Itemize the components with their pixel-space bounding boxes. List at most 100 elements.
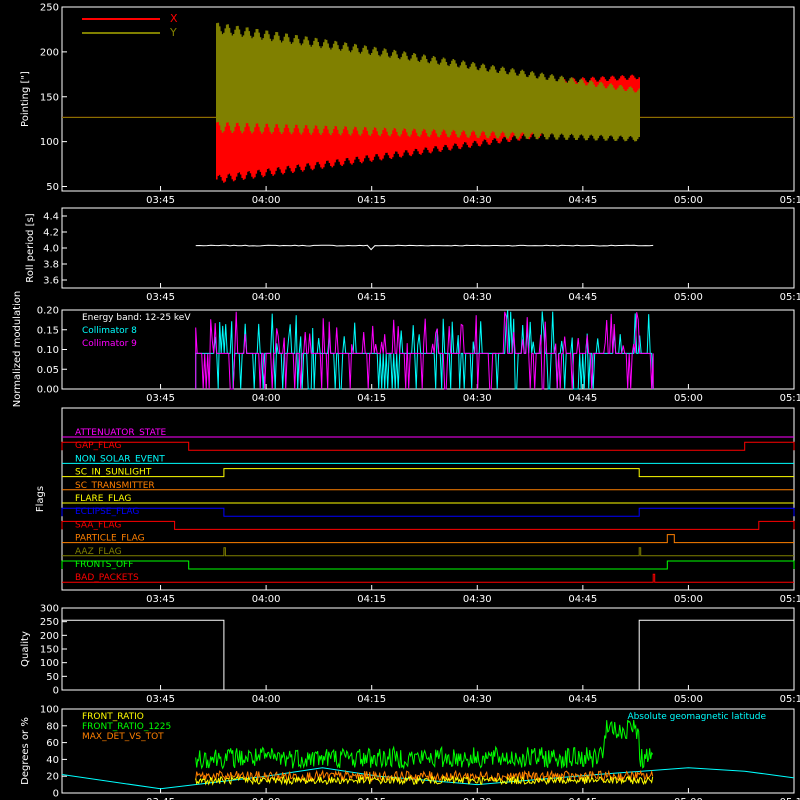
quality-yticks: 0 50 100 150 200 250 300 (40, 604, 67, 697)
ratios-yticks: 0 20 40 60 80 100 (40, 705, 67, 800)
x-tick-label: 04:30 (463, 797, 492, 800)
modulation-energy-band: Energy band: 12-25 keV (82, 313, 191, 323)
flag-label-sc_transmitter: SC_TRANSMITTER (75, 481, 155, 491)
panel-modulation: Normalized modulation 0.000.050.100.150.… (12, 291, 800, 408)
flag-line-bad_packets (62, 573, 794, 583)
x-tick-label: 04:30 (463, 594, 492, 605)
y-tick-label: 4.2 (43, 228, 59, 239)
x-tick-label: 05:15 (780, 393, 800, 404)
ratios-legend-front-ratio-1225: FRONT_RATIO_1225 (82, 722, 171, 732)
x-tick-label: 04:00 (252, 797, 281, 800)
flag-label-attenuator_state: ATTENUATOR_STATE (75, 428, 167, 438)
flag-line-particle_flag (62, 534, 794, 544)
flag-label-sc_in_sunlight: SC_IN_SUNLIGHT (75, 468, 152, 478)
y-tick-label: 150 (40, 92, 59, 103)
ratios-legend-max-det: MAX_DET_VS_TOT (82, 732, 164, 742)
x-tick-label: 04:30 (463, 292, 492, 303)
ratios-series (61, 719, 795, 790)
ratio-series-1 (195, 719, 654, 770)
y-tick-label: 50 (46, 672, 59, 683)
y-tick-label: 0.15 (37, 325, 59, 336)
modulation-series-1 (195, 311, 654, 390)
y-tick-label: 0.20 (37, 306, 59, 317)
flag-line-fronts_off (61, 560, 795, 570)
pointing-series (62, 22, 794, 183)
y-tick-label: 250 (40, 3, 59, 14)
flag-label-particle_flag: PARTICLE_FLAG (75, 534, 145, 544)
x-tick-label: 04:45 (568, 393, 597, 404)
ratio-series-0 (195, 774, 654, 786)
x-tick-label: 05:15 (780, 797, 800, 800)
y-tick-label: 80 (46, 721, 59, 732)
y-tick-label: 0.10 (37, 345, 59, 356)
x-tick-label: 03:45 (146, 393, 175, 404)
x-tick-label: 03:45 (146, 195, 175, 206)
x-tick-label: 04:45 (568, 694, 597, 705)
x-tick-label: 04:30 (463, 195, 492, 206)
legend-label-x: X (170, 12, 178, 25)
y-tick-label: 150 (40, 645, 59, 656)
x-tick-label: 04:00 (252, 292, 281, 303)
panel-roll: Roll period [s] 3.6 3.8 4.0 4.2 4.4 03:45 04:… (25, 207, 800, 303)
y-tick-label: 0 (53, 686, 59, 697)
pointing-frame (61, 6, 795, 192)
quality-ylabel: Quality (20, 631, 31, 667)
flag-label-bad_packets: BAD_PACKETS (75, 573, 139, 583)
pointing-ylabel: Pointing ["] (20, 71, 31, 127)
flag-label-fronts_off: FRONTS_OFF (75, 560, 133, 570)
x-tick-label: 04:45 (568, 594, 597, 605)
x-tick-label: 04:00 (252, 694, 281, 705)
roll-yticks: 3.6 3.8 4.0 4.2 4.4 (43, 212, 67, 287)
x-tick-label: 04:00 (252, 594, 281, 605)
x-tick-label: 04:15 (357, 594, 386, 605)
x-tick-label: 04:15 (357, 393, 386, 404)
quality-series (62, 619, 794, 691)
x-tick-label: 04:45 (568, 292, 597, 303)
y-tick-label: 0.00 (37, 385, 59, 396)
x-tick-label: 05:00 (674, 393, 703, 404)
flag-label-saa_flag: SAA_FLAG (75, 520, 121, 530)
y-tick-label: 50 (46, 182, 59, 193)
flags-series: ATTENUATOR_STATE GAP_FLAG NON_SOLAR_EVENT S… (61, 428, 795, 583)
y-tick-label: 200 (40, 47, 59, 58)
x-tick-label: 05:00 (674, 694, 703, 705)
y-tick-label: 200 (40, 631, 59, 642)
panel-ratios: Degrees or % 0 20 40 60 80 100 03:45 04:00 04:1… (20, 705, 800, 800)
flag-line-saa_flag (61, 520, 795, 530)
pointing-xticks: 03:45 04:00 04:15 04:30 04:45 05:00 05:15 (146, 186, 800, 206)
flags-frame (61, 407, 795, 591)
modulation-yticks: 0.00 0.05 0.10 0.15 0.20 (37, 306, 67, 396)
x-tick-label: 03:45 (146, 594, 175, 605)
x-tick-label: 04:45 (568, 797, 597, 800)
quality-series (62, 619, 794, 691)
y-tick-label: 100 (40, 658, 59, 669)
modulation-xticks: 03:45 04:00 04:15 04:30 04:45 05:00 05:15 (146, 384, 800, 404)
pointing-series-Y (216, 22, 640, 142)
y-tick-label: 250 (40, 617, 59, 628)
y-tick-label: 300 (40, 604, 59, 615)
roll-frame (61, 207, 795, 289)
flag-line-gap_flag (61, 441, 795, 451)
x-tick-label: 04:30 (463, 393, 492, 404)
x-tick-label: 04:15 (357, 797, 386, 800)
flag-label-gap_flag: GAP_FLAG (75, 441, 121, 451)
ratios-legend-front-ratio: FRONT_RATIO (82, 712, 144, 722)
flag-label-aaz_flag: AAZ_FLAG (75, 547, 122, 557)
y-tick-label: 100 (40, 137, 59, 148)
roll-xticks: 03:45 04:00 04:15 04:30 04:45 05:00 05:15 (146, 283, 800, 303)
x-tick-label: 04:15 (357, 195, 386, 206)
flag-label-non_solar_event: NON_SOLAR_EVENT (75, 454, 165, 464)
x-tick-label: 05:00 (674, 292, 703, 303)
x-tick-label: 05:15 (780, 594, 800, 605)
y-tick-label: 3.6 (43, 276, 59, 287)
x-tick-label: 05:15 (780, 292, 800, 303)
legend-label-y: Y (169, 26, 177, 39)
modulation-ylabel: Normalized modulation (12, 291, 23, 408)
ratios-legend-geomag: Absolute geomagnetic latitude (627, 712, 766, 722)
x-tick-label: 04:15 (357, 292, 386, 303)
y-tick-label: 100 (40, 705, 59, 716)
y-tick-label: 40 (46, 755, 59, 766)
x-tick-label: 05:00 (674, 594, 703, 605)
x-tick-label: 05:00 (674, 195, 703, 206)
